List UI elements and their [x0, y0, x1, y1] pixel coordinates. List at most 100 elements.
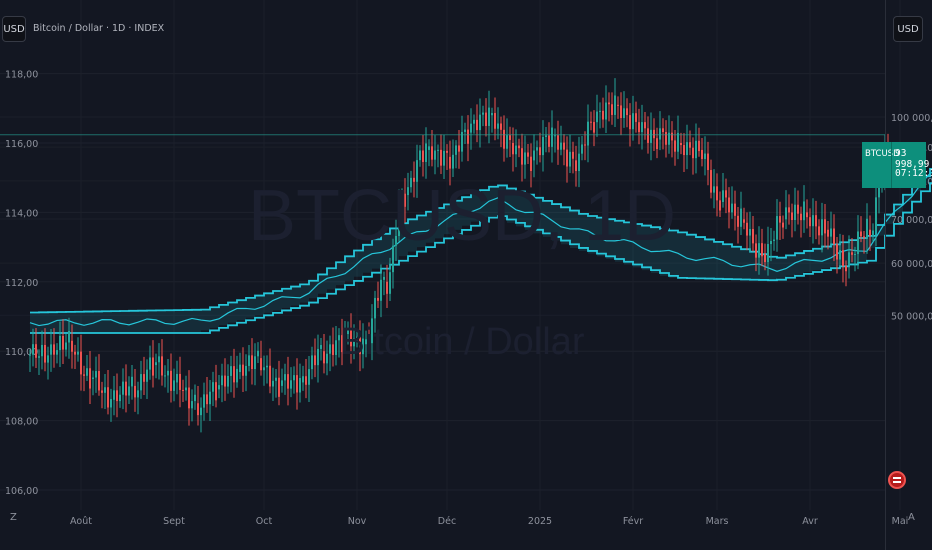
candle-body: [800, 213, 802, 221]
y-tick-label: 118,00: [5, 70, 38, 81]
right-axis-border: [885, 0, 886, 550]
candle-body: [401, 193, 403, 205]
y-tick-label: 114,00: [5, 208, 38, 219]
candle-body: [368, 339, 370, 344]
candle-body: [47, 355, 49, 363]
candle-body: [491, 113, 493, 116]
candle-body: [812, 215, 814, 227]
candle-body: [467, 129, 469, 144]
candle-body: [470, 123, 472, 133]
candle-body: [350, 330, 352, 347]
candle-body: [722, 190, 724, 202]
candle-body: [158, 356, 160, 363]
candle-body: [863, 236, 865, 238]
candle-body: [836, 244, 838, 260]
candle-body: [629, 115, 631, 130]
candle-body: [806, 212, 808, 218]
candle-body: [644, 122, 646, 129]
candle-body: [212, 382, 214, 392]
candle-body: [764, 254, 766, 263]
x-tick-label: Mars: [706, 516, 729, 527]
candle-body: [119, 394, 121, 402]
candle-body: [782, 222, 784, 228]
candle-body: [524, 152, 526, 165]
candle-body: [743, 219, 745, 223]
candle-body: [311, 355, 313, 370]
candle-body: [485, 112, 487, 126]
candle-body: [176, 373, 178, 383]
event-marker-glyph: [893, 481, 901, 483]
candle-body: [425, 143, 427, 162]
candle-body: [671, 132, 673, 141]
band-mid-line: [29, 171, 932, 327]
candle-body: [293, 375, 295, 381]
candle-body: [626, 108, 628, 116]
candle-body: [92, 377, 94, 379]
candle-body: [395, 236, 397, 246]
candle-body: [545, 135, 547, 138]
candle-body: [686, 142, 688, 156]
price-tag-countdown: 07:12:11: [895, 168, 932, 179]
candle-body: [635, 113, 637, 122]
candle-body: [179, 373, 181, 390]
candle-body: [719, 200, 721, 211]
y-tick-label-right: 70 000,00: [891, 215, 932, 226]
x-tick-label: Avr: [802, 516, 818, 527]
candle-body: [770, 240, 772, 245]
candle-body: [794, 204, 796, 220]
candle-body: [728, 197, 730, 213]
candle-body: [248, 355, 250, 366]
candle-body: [704, 153, 706, 159]
candle-body: [611, 104, 613, 115]
candle-body: [758, 243, 760, 258]
candle-body: [596, 111, 598, 123]
candle-body: [116, 390, 118, 402]
candle-body: [866, 218, 868, 238]
zoom-corner-button[interactable]: Z: [10, 512, 17, 523]
candle-body: [356, 336, 358, 339]
candle-body: [698, 140, 700, 152]
candle-body: [494, 113, 496, 129]
candle-body: [326, 353, 328, 364]
candle-body: [50, 344, 52, 355]
candle-body: [683, 145, 685, 156]
candle-body: [29, 354, 31, 356]
candle-body: [98, 371, 100, 391]
candle-body: [875, 197, 877, 231]
candle-body: [653, 129, 655, 139]
candle-body: [410, 177, 412, 188]
y-tick-label-right: 50 000,00: [891, 311, 932, 322]
candle-body: [407, 187, 409, 196]
candle-body: [206, 394, 208, 405]
candle-body: [323, 351, 325, 364]
candle-body: [506, 135, 508, 149]
event-marker-icon: [888, 471, 906, 489]
candle-body: [737, 215, 739, 227]
candle-body: [173, 380, 175, 391]
candle-body: [245, 365, 247, 376]
candle-body: [194, 394, 196, 402]
candle-body: [848, 252, 850, 265]
candle-body: [476, 119, 478, 131]
band-fill: [30, 168, 932, 334]
candle-body: [716, 186, 718, 201]
candle-body: [590, 121, 592, 123]
candle-body: [710, 170, 712, 193]
candle-body: [572, 151, 574, 159]
candle-body: [461, 131, 463, 152]
candle-body: [149, 357, 151, 370]
right-currency-button[interactable]: USD: [893, 16, 923, 42]
candle-body: [845, 265, 847, 272]
auto-scale-button[interactable]: A: [908, 512, 915, 523]
candle-body: [122, 381, 124, 395]
candle-body: [437, 149, 439, 151]
candle-body: [878, 186, 880, 198]
left-currency-button[interactable]: USD: [2, 16, 26, 42]
candle-body: [221, 375, 223, 386]
candle-body: [62, 335, 64, 350]
candle-body: [617, 104, 619, 106]
candle-body: [473, 119, 475, 124]
candle-body: [659, 128, 661, 140]
candle-body: [236, 368, 238, 383]
